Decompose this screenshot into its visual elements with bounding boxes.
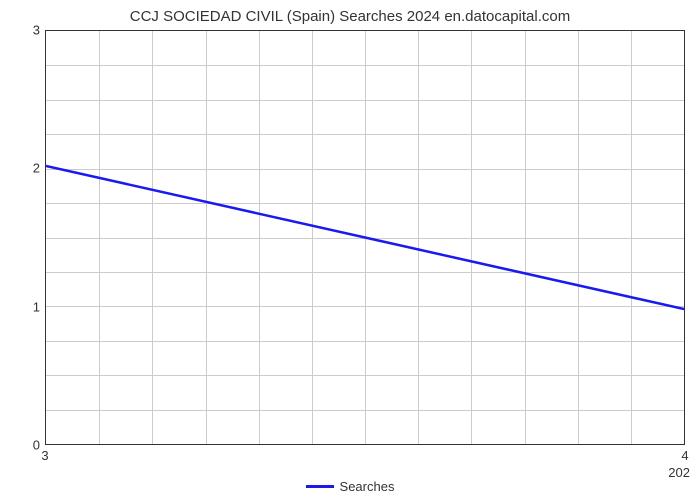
grid-line-h	[46, 410, 684, 411]
y-tick-label: 1	[22, 300, 40, 315]
legend-swatch	[306, 485, 334, 488]
grid-line-h	[46, 306, 684, 307]
chart-title: CCJ SOCIEDAD CIVIL (Spain) Searches 2024…	[0, 8, 700, 25]
y-tick-label: 2	[22, 161, 40, 176]
x-tick-label: 3	[41, 448, 48, 463]
grid-line-h	[46, 203, 684, 204]
grid-line-h	[46, 341, 684, 342]
grid-line-h	[46, 169, 684, 170]
grid-line-h	[46, 238, 684, 239]
legend: Searches	[0, 479, 700, 494]
plot-area	[45, 30, 685, 445]
x-tick-label: 4	[681, 448, 688, 463]
y-tick-label: 0	[22, 438, 40, 453]
chart-container: CCJ SOCIEDAD CIVIL (Spain) Searches 2024…	[0, 0, 700, 500]
grid-line-h	[46, 100, 684, 101]
grid-line-h	[46, 272, 684, 273]
x-axis-right-label: 202	[668, 465, 690, 480]
legend-label: Searches	[340, 479, 395, 494]
grid-line-h	[46, 65, 684, 66]
grid-line-h	[46, 134, 684, 135]
grid-line-h	[46, 375, 684, 376]
y-tick-label: 3	[22, 23, 40, 38]
